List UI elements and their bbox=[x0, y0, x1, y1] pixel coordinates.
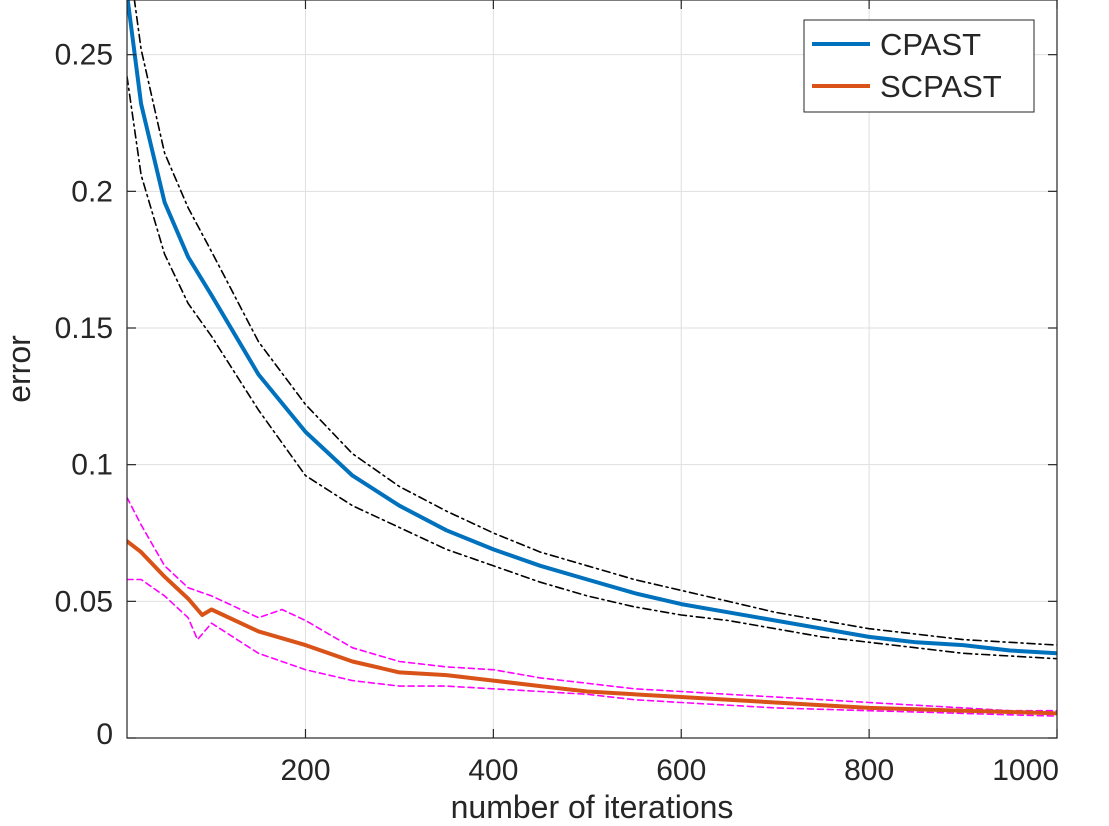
ticks: 200 400 600 800 1000 0 0.05 0.1 0.15 0.2 0.25 bbox=[55, 0, 1059, 787]
x-tick-label: 200 bbox=[280, 754, 330, 787]
legend-label-cpast: CPAST bbox=[880, 27, 981, 62]
y-tick-label: 0.25 bbox=[55, 39, 113, 72]
y-tick-label: 0.05 bbox=[55, 585, 113, 618]
scpast-upper-bound-line bbox=[127, 496, 1057, 712]
scpast-line bbox=[127, 539, 1057, 716]
y-axis-label: error bbox=[1, 335, 37, 403]
x-tick-label: 800 bbox=[844, 754, 894, 787]
x-tick-label: 600 bbox=[656, 754, 706, 787]
scpast-lower-bound-line bbox=[127, 578, 1057, 717]
series-group bbox=[127, 0, 1057, 717]
cpast-upper-bound-line bbox=[133, 0, 1057, 646]
x-tick-label: 1000 bbox=[992, 754, 1059, 787]
cpast-line bbox=[127, 0, 1057, 656]
x-tick-label: 400 bbox=[468, 754, 518, 787]
y-tick-label: 0 bbox=[96, 718, 113, 751]
legend-label-scpast: SCPAST bbox=[880, 69, 1002, 104]
x-axis-label: number of iterations bbox=[451, 789, 734, 825]
cpast-lower-bound-line bbox=[127, 75, 1057, 660]
legend: CPAST SCPAST bbox=[803, 19, 1035, 113]
axes-box bbox=[126, 0, 1058, 739]
y-tick-label: 0.15 bbox=[55, 312, 113, 345]
y-tick-label: 0.2 bbox=[71, 175, 113, 208]
plot-area bbox=[127, 0, 1057, 738]
legend-box bbox=[803, 19, 1035, 113]
y-tick-label: 0.1 bbox=[71, 449, 113, 482]
